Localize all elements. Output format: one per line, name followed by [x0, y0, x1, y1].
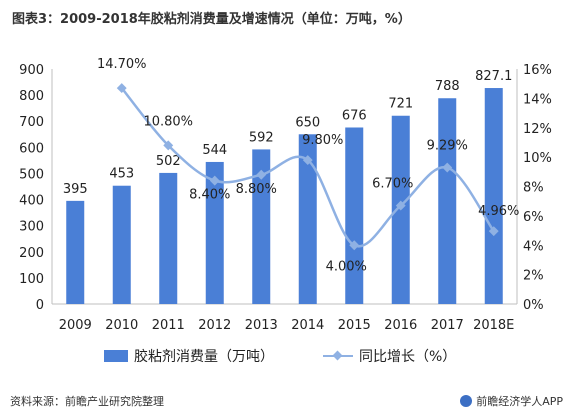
y-tick-label: 500	[19, 167, 44, 182]
x-tick-label: 2017	[431, 318, 464, 333]
bar-value-label: 827.1	[475, 69, 512, 84]
bar-value-label: 788	[435, 79, 460, 94]
y-tick-label: 600	[19, 141, 44, 156]
growth-value-label: 8.40%	[189, 188, 230, 203]
y-tick-label: 300	[19, 220, 44, 235]
bar	[252, 149, 271, 304]
legend-item-consumption: 胶粘剂消费量（万吨）	[104, 346, 274, 366]
x-tick-label: 2011	[152, 318, 185, 333]
y-tick-label: 800	[19, 89, 44, 104]
brand-name: 前瞻经济学人APP	[476, 395, 563, 408]
x-tick-label: 2016	[384, 318, 417, 333]
legend-label-consumption: 胶粘剂消费量（万吨）	[134, 349, 274, 365]
bar	[159, 172, 178, 304]
bar-value-label: 721	[388, 97, 413, 112]
legend-line-swatch	[323, 350, 353, 362]
bar	[298, 134, 317, 304]
x-tick-label: 2009	[59, 318, 92, 333]
growth-value-label: 4.96%	[478, 204, 519, 219]
bar	[66, 200, 85, 304]
bar-value-label: 395	[63, 182, 88, 197]
y2-tick-label: 8%	[523, 181, 544, 196]
growth-point	[349, 240, 360, 251]
growth-line	[120, 87, 495, 248]
growth-point	[116, 83, 127, 94]
legend-item-growth: 同比增长（%）	[323, 346, 456, 366]
growth-value-label: 14.70%	[97, 57, 147, 72]
bar-value-label: 676	[342, 108, 367, 123]
y2-tick-label: 2%	[523, 269, 544, 284]
growth-point	[442, 162, 453, 173]
source-note: 资料来源：前瞻产业研究院整理	[10, 395, 164, 408]
growth-point	[395, 200, 406, 211]
bar	[484, 88, 503, 304]
growth-point	[163, 140, 174, 151]
y2-tick-label: 0%	[523, 298, 544, 313]
y2-tick-label: 10%	[523, 151, 552, 166]
y-tick-label: 900	[19, 63, 44, 78]
x-tick-label: 2015	[338, 318, 371, 333]
brand-credit: 前瞻经济学人APP	[460, 393, 563, 409]
bar	[205, 161, 224, 304]
x-tick-label: 2010	[105, 318, 138, 333]
y-tick-label: 100	[19, 272, 44, 287]
y2-tick-label: 16%	[523, 63, 552, 78]
brand-logo-icon	[460, 395, 473, 407]
y2-tick-label: 14%	[523, 92, 552, 107]
growth-point	[488, 226, 499, 237]
bar-value-label: 502	[156, 154, 181, 169]
growth-value-label: 9.80%	[302, 133, 343, 148]
legend: 胶粘剂消费量（万吨） 同比增长（%）	[0, 344, 575, 366]
y-tick-label: 400	[19, 194, 44, 209]
growth-point	[302, 155, 313, 166]
bar-value-label: 453	[109, 167, 134, 182]
y-tick-label: 200	[19, 246, 44, 261]
growth-value-label: 4.00%	[326, 259, 367, 274]
growth-point	[256, 169, 267, 180]
growth-value-label: 9.29%	[427, 139, 468, 154]
bar-value-label: 650	[295, 115, 320, 130]
legend-bar-swatch	[104, 350, 128, 362]
growth-value-label: 6.70%	[372, 177, 413, 192]
growth-value-label: 10.80%	[143, 114, 193, 129]
legend-label-growth: 同比增长（%）	[359, 349, 457, 365]
y-tick-label: 700	[19, 115, 44, 130]
y2-tick-label: 4%	[523, 239, 544, 254]
chart-title: 图表3：2009-2018年胶粘剂消费量及增速情况（单位：万吨，%）	[12, 12, 411, 27]
bar	[345, 127, 364, 304]
bar-value-label: 592	[249, 130, 274, 145]
x-tick-label: 2018E	[473, 318, 514, 333]
x-tick-label: 2014	[291, 318, 324, 333]
x-tick-label: 2013	[245, 318, 278, 333]
bar	[112, 185, 131, 304]
bar-value-label: 544	[202, 143, 227, 158]
bar	[438, 98, 457, 304]
y2-tick-label: 12%	[523, 122, 552, 137]
y-tick-label: 0	[36, 298, 44, 313]
x-tick-label: 2012	[198, 318, 231, 333]
growth-value-label: 8.80%	[236, 182, 277, 197]
growth-point	[209, 175, 220, 186]
y2-tick-label: 6%	[523, 210, 544, 225]
